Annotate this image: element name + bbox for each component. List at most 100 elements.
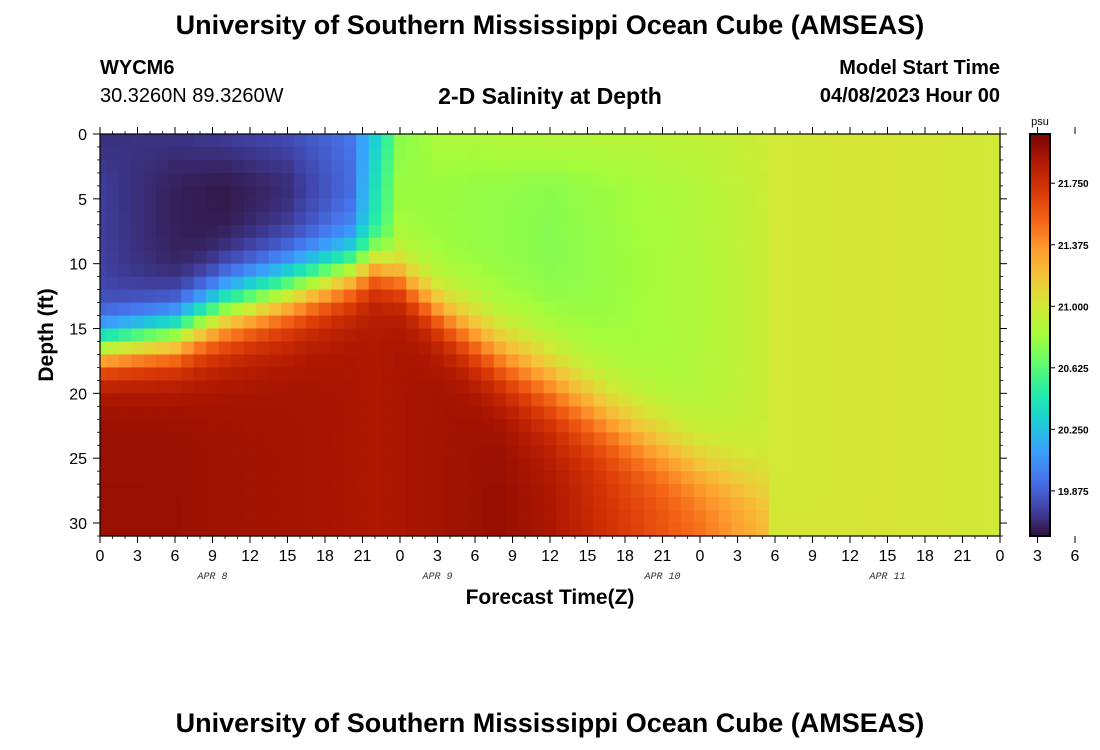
heatmap-cell	[681, 289, 695, 304]
heatmap-cell	[518, 354, 532, 369]
heatmap-cell	[793, 250, 807, 265]
heatmap-cell	[843, 458, 857, 472]
heatmap-cell	[393, 406, 407, 420]
heatmap-cell	[106, 497, 120, 511]
heatmap-cell	[243, 419, 257, 433]
heatmap-cell	[156, 497, 170, 511]
heatmap-cell	[931, 523, 945, 537]
heatmap-cell	[718, 380, 732, 394]
heatmap-cell	[456, 211, 470, 226]
heatmap-cell	[906, 289, 920, 304]
heatmap-cell	[743, 393, 757, 407]
heatmap-cell	[843, 198, 857, 213]
heatmap-cell	[368, 471, 382, 485]
heatmap-cell	[193, 484, 207, 498]
heatmap-cell	[206, 432, 220, 446]
heatmap-cell	[918, 367, 932, 381]
heatmap-cell	[193, 198, 207, 213]
heatmap-cell	[806, 432, 820, 446]
heatmap-cell	[106, 276, 120, 291]
heatmap-cell	[943, 419, 957, 433]
heatmap-cell	[943, 406, 957, 420]
heatmap-cell	[468, 523, 482, 537]
heatmap-cell	[868, 367, 882, 381]
heatmap-cell	[881, 432, 895, 446]
colorbar-tick-label: 20.625	[1058, 364, 1089, 375]
heatmap-cell	[743, 419, 757, 433]
heatmap-cell	[181, 146, 195, 161]
heatmap-cell	[293, 471, 307, 485]
heatmap-cell	[668, 380, 682, 394]
heatmap-cell	[181, 224, 195, 239]
heatmap-cell	[881, 263, 895, 278]
heatmap-cell	[356, 198, 370, 213]
heatmap-cell	[356, 263, 370, 278]
heatmap-cell	[868, 263, 882, 278]
heatmap-cell	[181, 211, 195, 226]
heatmap-cell	[468, 484, 482, 498]
heatmap-cell	[406, 289, 420, 304]
heatmap-cell	[806, 159, 820, 174]
heatmap-cell	[731, 341, 745, 356]
heatmap-cell	[181, 250, 195, 265]
heatmap-cell	[656, 354, 670, 369]
heatmap-cell	[256, 211, 270, 226]
heatmap-cell	[831, 302, 845, 317]
heatmap-cell	[668, 237, 682, 252]
heatmap-cell	[968, 406, 982, 420]
heatmap-cell	[306, 497, 320, 511]
heatmap-cell	[568, 263, 582, 278]
heatmap-cell	[581, 458, 595, 472]
heatmap-cell	[618, 328, 632, 343]
heatmap-cell	[418, 198, 432, 213]
heatmap-cell	[356, 224, 370, 239]
heatmap-cell	[606, 250, 620, 265]
heatmap-cell	[393, 185, 407, 200]
heatmap-cell	[156, 198, 170, 213]
heatmap-cell	[331, 471, 345, 485]
heatmap-cell	[368, 380, 382, 394]
heatmap-cell	[756, 497, 770, 511]
heatmap-cell	[406, 354, 420, 369]
heatmap-cell	[843, 484, 857, 498]
heatmap-cell	[643, 432, 657, 446]
heatmap-cell	[256, 445, 270, 459]
heatmap-cell	[318, 185, 332, 200]
heatmap-cell	[356, 380, 370, 394]
heatmap-cell	[906, 471, 920, 485]
heatmap-cell	[481, 497, 495, 511]
heatmap-cell	[281, 393, 295, 407]
heatmap-cell	[331, 237, 345, 252]
heatmap-cell	[168, 341, 182, 356]
heatmap-cell	[593, 523, 607, 537]
heatmap-cell	[781, 263, 795, 278]
heatmap-cell	[268, 185, 282, 200]
heatmap-cell	[793, 211, 807, 226]
heatmap-cell	[668, 484, 682, 498]
heatmap-cell	[793, 198, 807, 213]
heatmap-cell	[818, 224, 832, 239]
heatmap-cell	[256, 484, 270, 498]
heatmap-cell	[531, 523, 545, 537]
heatmap-cell	[881, 211, 895, 226]
heatmap-cell	[231, 471, 245, 485]
heatmap-cell	[756, 302, 770, 317]
heatmap-cell	[306, 302, 320, 317]
heatmap-cell	[656, 211, 670, 226]
heatmap-cell	[493, 458, 507, 472]
heatmap-cell	[418, 393, 432, 407]
heatmap-cell	[531, 237, 545, 252]
heatmap-cell	[293, 510, 307, 524]
heatmap-cell	[868, 354, 882, 369]
heatmap-cell	[100, 250, 107, 265]
heatmap-cell	[143, 497, 157, 511]
heatmap-cell	[481, 445, 495, 459]
heatmap-cell	[668, 185, 682, 200]
heatmap-cell	[781, 432, 795, 446]
heatmap-cell	[100, 393, 107, 407]
heatmap-cell	[568, 211, 582, 226]
heatmap-cell	[731, 432, 745, 446]
heatmap-cell	[481, 367, 495, 381]
heatmap-cell	[993, 432, 1001, 446]
heatmap-cell	[193, 172, 207, 187]
